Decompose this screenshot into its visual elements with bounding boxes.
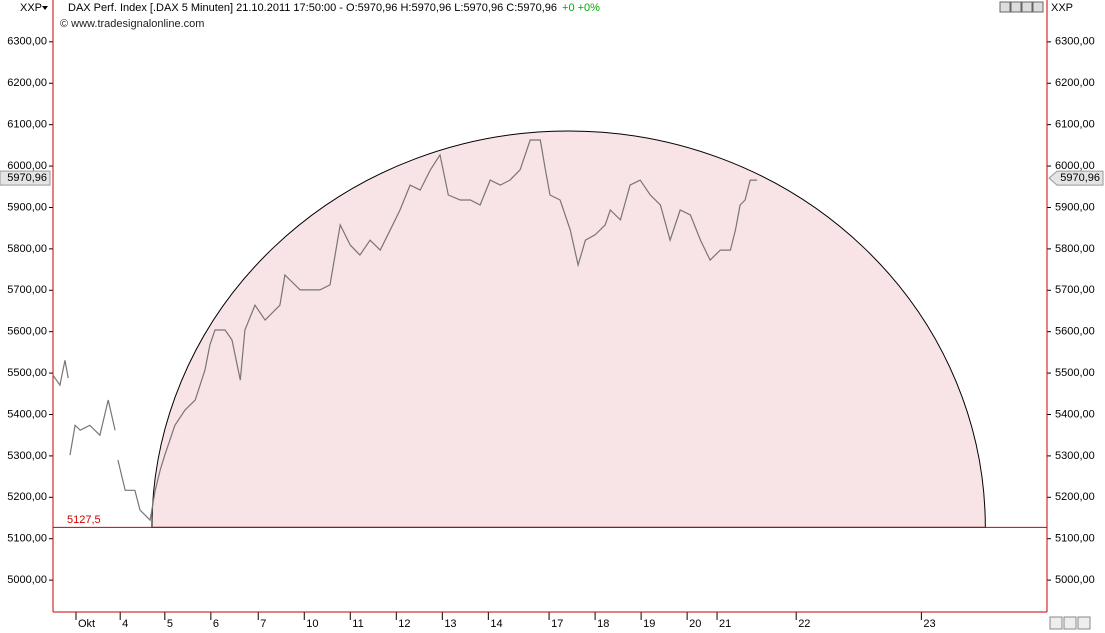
y-tick-label: 5200,00 <box>7 491 47 503</box>
x-tick-label: 13 <box>444 618 456 630</box>
last-price-label: 5970,96 <box>7 172 47 184</box>
button-prev[interactable] <box>999 1 1011 13</box>
change: +0 +0% <box>562 2 600 14</box>
last-price-box <box>0 170 51 186</box>
x-tick-label: 12 <box>398 618 410 630</box>
y-tick-label: 6000,00 <box>7 160 47 172</box>
dropdown-arrow[interactable] <box>42 6 48 10</box>
x-tick-label: 5 <box>167 618 173 630</box>
copyright: © www.tradesignalonline.com <box>60 18 204 30</box>
y-tick-label: 5100,00 <box>7 533 47 545</box>
x-tick-label: Okt <box>78 618 95 630</box>
scroll-buttons[interactable] <box>1049 616 1091 630</box>
y-tick-label: 5000,00 <box>7 574 47 586</box>
y-tick-label-right: 5800,00 <box>1055 243 1095 255</box>
y-tick-label: 5400,00 <box>7 408 47 420</box>
price-line <box>52 139 758 522</box>
chart-title: DAX Perf. Index [.DAX 5 Minuten] 21.10.2… <box>68 2 557 14</box>
y-tick-label: 5500,00 <box>7 367 47 379</box>
button-close[interactable] <box>1032 1 1044 13</box>
x-tick-label: 23 <box>923 618 935 630</box>
y-tick-label-right: 5900,00 <box>1055 201 1095 213</box>
x-tick-label: 14 <box>490 618 502 630</box>
window-buttons[interactable] <box>999 1 1044 13</box>
y-tick-label: 5600,00 <box>7 326 47 338</box>
y-tick-label-right: 5200,00 <box>1055 491 1095 503</box>
y-tick-label-right: 5000,00 <box>1055 574 1095 586</box>
y-tick-label-right: 5500,00 <box>1055 367 1095 379</box>
y-tick-label: 5900,00 <box>7 201 47 213</box>
x-tick-label: 17 <box>551 618 563 630</box>
x-tick-label: 20 <box>689 618 701 630</box>
x-tick-label: 21 <box>719 618 731 630</box>
button-fit[interactable] <box>1077 616 1091 630</box>
y-tick-label: 6300,00 <box>7 36 47 48</box>
y-tick-label-right: 5100,00 <box>1055 533 1095 545</box>
x-tick-label: 19 <box>643 618 655 630</box>
hline-label: 5127,5 <box>67 514 101 526</box>
y-tick-label-right: 5600,00 <box>1055 326 1095 338</box>
y-tick-label: 5300,00 <box>7 450 47 462</box>
button-next[interactable] <box>1010 1 1022 13</box>
last-price-box-right <box>1048 170 1104 186</box>
button-scroll[interactable] <box>1063 616 1077 630</box>
y-tick-label-right: 5300,00 <box>1055 450 1095 462</box>
button-restore[interactable] <box>1021 1 1033 13</box>
x-tick-label: 22 <box>798 618 810 630</box>
x-tick-label: 4 <box>122 618 128 630</box>
y-tick-label-right: 6200,00 <box>1055 77 1095 89</box>
last-price-label-right: 5970,96 <box>1060 172 1100 184</box>
y-tick-label-right: 6300,00 <box>1055 36 1095 48</box>
x-tick-label: 10 <box>306 618 318 630</box>
y-tick-label: 5800,00 <box>7 243 47 255</box>
y-tick-label-right: 6100,00 <box>1055 119 1095 131</box>
y-tick-label: 6200,00 <box>7 77 47 89</box>
x-tick-label: 18 <box>597 618 609 630</box>
y-tick-label-right: 5400,00 <box>1055 408 1095 420</box>
y-tick-label: 6100,00 <box>7 119 47 131</box>
symbol-left: XXP <box>20 2 42 14</box>
y-tick-label: 5700,00 <box>7 284 47 296</box>
x-tick-label: 6 <box>213 618 219 630</box>
button-zoom[interactable] <box>1049 616 1063 630</box>
y-tick-label-right: 5700,00 <box>1055 284 1095 296</box>
x-tick-label: 7 <box>260 618 266 630</box>
x-tick-label: 11 <box>352 618 363 630</box>
symbol-right: XXP <box>1051 2 1073 14</box>
arc <box>151 131 986 528</box>
y-tick-label-right: 6000,00 <box>1055 160 1095 172</box>
